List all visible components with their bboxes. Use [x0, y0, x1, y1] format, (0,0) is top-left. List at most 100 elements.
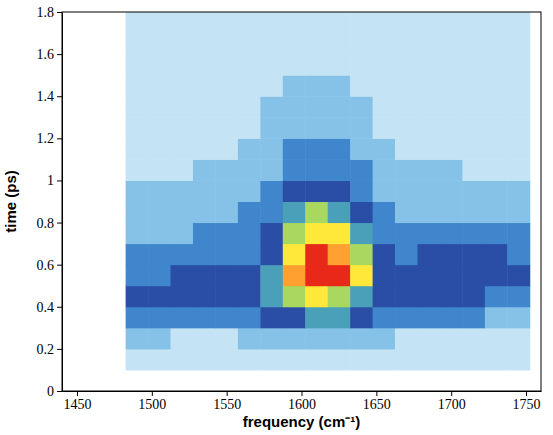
cell [485, 138, 508, 160]
cell [305, 223, 328, 245]
cell [328, 202, 351, 224]
cell [485, 349, 508, 371]
cell [126, 307, 149, 329]
cell [328, 138, 351, 160]
cell [373, 12, 396, 34]
cell [126, 159, 149, 181]
cell [148, 54, 171, 76]
x-tick-label: 1700 [438, 397, 466, 412]
cell [283, 138, 306, 160]
x-tick-label: 1650 [363, 397, 391, 412]
cell [440, 33, 463, 55]
y-tick: 1.8 [37, 5, 63, 20]
cell [215, 117, 238, 139]
cell [148, 33, 171, 55]
cell [507, 96, 530, 118]
cell [395, 54, 418, 76]
cell [126, 328, 149, 350]
cell [350, 12, 373, 34]
cell [193, 286, 216, 308]
cell [238, 138, 261, 160]
cell [507, 117, 530, 139]
cell [373, 54, 396, 76]
cell [373, 223, 396, 245]
cell [171, 138, 194, 160]
cells [126, 12, 531, 370]
cell [260, 307, 283, 329]
y-tick-label: 1.6 [37, 47, 55, 62]
cell [462, 54, 485, 76]
cell [126, 33, 149, 55]
cell [305, 286, 328, 308]
cell [485, 307, 508, 329]
cell [283, 328, 306, 350]
cell [350, 180, 373, 202]
cell [328, 159, 351, 181]
cell [418, 117, 441, 139]
y-tick-mark [57, 349, 62, 350]
cell [193, 75, 216, 97]
cell [328, 75, 351, 97]
cell [238, 117, 261, 139]
cell [148, 307, 171, 329]
cell [350, 96, 373, 118]
cell [440, 96, 463, 118]
plot-area: 145015001550160016501700175000.20.40.60.… [37, 5, 542, 412]
x-tick-mark [152, 391, 153, 396]
cell [171, 33, 194, 55]
cell [462, 159, 485, 181]
cell [507, 349, 530, 371]
cell [507, 307, 530, 329]
x-tick-label: 1750 [513, 397, 541, 412]
cell [350, 33, 373, 55]
cell [305, 244, 328, 266]
x-tick-label: 1500 [138, 397, 166, 412]
y-tick-mark [57, 265, 62, 266]
y-tick-label: 0.2 [37, 342, 55, 357]
cell [485, 202, 508, 224]
x-tick: 1750 [513, 391, 541, 412]
cell [395, 12, 418, 34]
cell [305, 180, 328, 202]
cell [260, 328, 283, 350]
cell [373, 265, 396, 287]
cell [126, 12, 149, 34]
cell [215, 349, 238, 371]
y-tick: 0.4 [37, 300, 63, 315]
y-tick-label: 1.2 [37, 131, 55, 146]
cell [305, 96, 328, 118]
cell [485, 180, 508, 202]
cell [305, 75, 328, 97]
cell [193, 202, 216, 224]
cell [260, 75, 283, 97]
cell [171, 12, 194, 34]
cell [126, 138, 149, 160]
cell [395, 96, 418, 118]
cell [283, 286, 306, 308]
cell [395, 159, 418, 181]
y-tick-mark [57, 96, 62, 97]
cell [328, 286, 351, 308]
cell [215, 54, 238, 76]
cell [148, 286, 171, 308]
y-tick: 1 [47, 173, 62, 188]
y-axis-line [62, 13, 63, 392]
cell [485, 286, 508, 308]
x-tick: 1600 [288, 391, 316, 412]
cell [238, 202, 261, 224]
cell [440, 244, 463, 266]
cell [238, 328, 261, 350]
x-tick-mark [302, 391, 303, 396]
cell [507, 54, 530, 76]
cell [171, 117, 194, 139]
cell [238, 307, 261, 329]
y-tick: 1.4 [37, 89, 63, 104]
x-tick-label: 1600 [288, 397, 316, 412]
y-tick-mark [57, 54, 62, 55]
cell [283, 180, 306, 202]
cell [418, 202, 441, 224]
cell [440, 159, 463, 181]
cell [350, 328, 373, 350]
cell [260, 202, 283, 224]
cell [418, 328, 441, 350]
